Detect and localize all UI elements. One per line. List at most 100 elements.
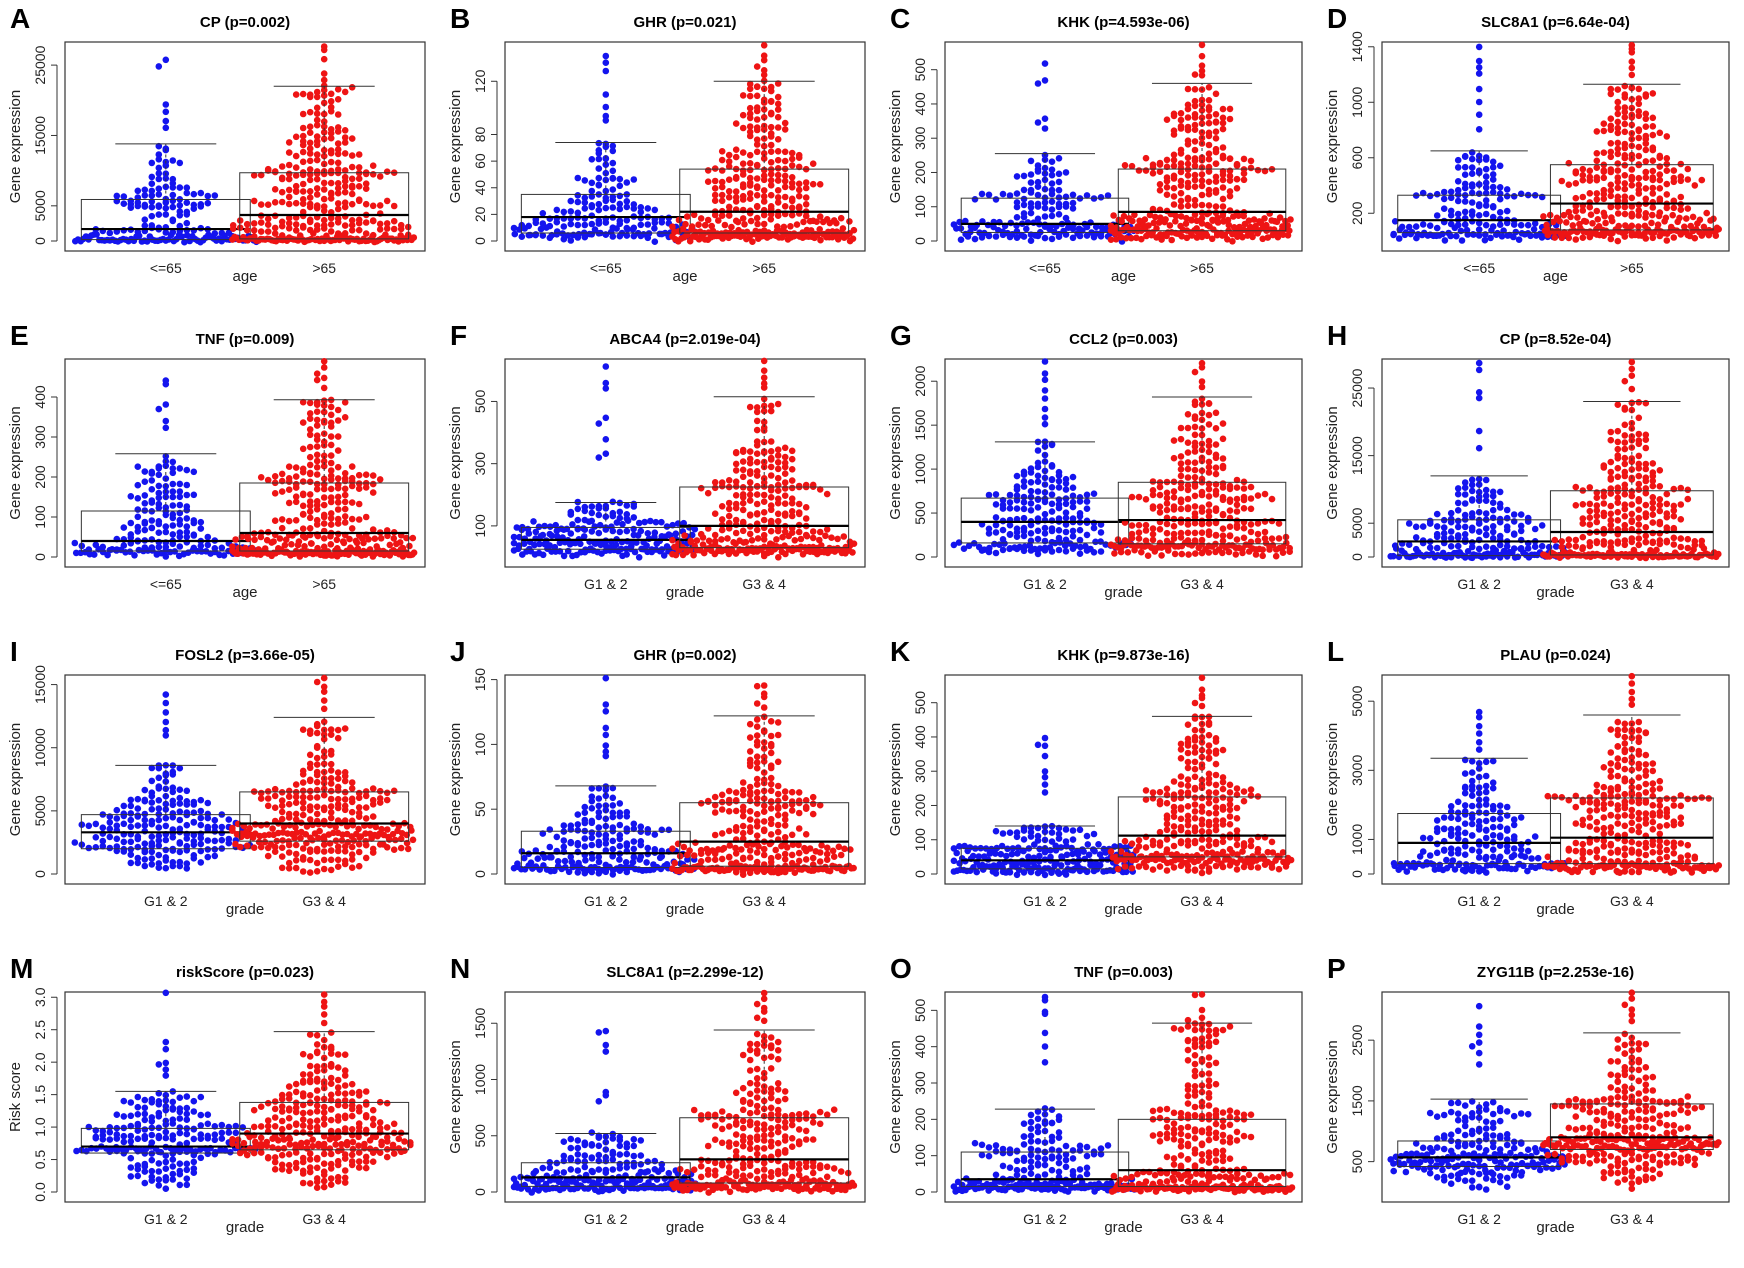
data-point bbox=[1683, 215, 1690, 222]
data-point bbox=[1670, 534, 1678, 542]
data-point bbox=[155, 529, 163, 536]
data-point bbox=[1663, 237, 1671, 244]
data-point bbox=[155, 774, 163, 782]
data-point bbox=[781, 172, 789, 180]
data-point bbox=[753, 491, 761, 498]
data-point bbox=[169, 522, 177, 529]
data-point bbox=[327, 476, 335, 484]
data-point bbox=[1642, 158, 1650, 165]
data-point bbox=[362, 230, 370, 237]
y-tick-label: 500 bbox=[912, 501, 928, 525]
data-point bbox=[1048, 476, 1056, 483]
data-point bbox=[334, 140, 342, 147]
data-point bbox=[1656, 467, 1664, 474]
data-point bbox=[1027, 189, 1035, 196]
data-point bbox=[1586, 484, 1594, 491]
data-point bbox=[146, 233, 154, 240]
data-point bbox=[264, 852, 272, 860]
data-point bbox=[1055, 155, 1063, 162]
data-point bbox=[1247, 521, 1255, 528]
data-point bbox=[602, 436, 610, 443]
data-point bbox=[341, 519, 349, 526]
series-1 bbox=[950, 358, 1135, 558]
data-point bbox=[1034, 463, 1042, 471]
data-point bbox=[1475, 226, 1483, 233]
data-point bbox=[588, 819, 596, 827]
data-point bbox=[334, 775, 342, 782]
data-point bbox=[971, 224, 979, 232]
data-point bbox=[732, 540, 739, 548]
data-point bbox=[637, 221, 645, 229]
data-point bbox=[183, 481, 191, 489]
data-point bbox=[1642, 532, 1650, 540]
data-point bbox=[725, 188, 733, 195]
data-point bbox=[313, 754, 321, 762]
data-point bbox=[271, 199, 279, 206]
data-point bbox=[602, 752, 610, 760]
data-point bbox=[243, 226, 251, 234]
data-point bbox=[1184, 202, 1192, 210]
data-point bbox=[1656, 483, 1664, 490]
data-point bbox=[306, 478, 314, 486]
data-point bbox=[774, 474, 782, 482]
data-point bbox=[1006, 192, 1014, 199]
data-point bbox=[1205, 493, 1213, 500]
data-point bbox=[560, 208, 568, 216]
data-point bbox=[1395, 553, 1403, 561]
data-point bbox=[327, 411, 335, 419]
data-point bbox=[141, 186, 149, 194]
data-point bbox=[1635, 85, 1643, 93]
data-point bbox=[1475, 232, 1483, 239]
data-point bbox=[1642, 538, 1650, 546]
data-point bbox=[1252, 551, 1260, 558]
data-point bbox=[619, 520, 626, 528]
data-point bbox=[774, 113, 782, 121]
data-point bbox=[1247, 495, 1255, 502]
data-point bbox=[348, 221, 356, 229]
data-point bbox=[1273, 218, 1281, 226]
data-point bbox=[781, 512, 789, 519]
data-point bbox=[950, 541, 958, 549]
data-point bbox=[1149, 530, 1157, 538]
data-point bbox=[183, 199, 191, 206]
data-point bbox=[1184, 166, 1192, 173]
data-point bbox=[1062, 486, 1070, 493]
data-point bbox=[190, 491, 198, 499]
data-point bbox=[1387, 553, 1394, 560]
data-point bbox=[732, 483, 740, 490]
data-point bbox=[623, 217, 631, 224]
y-axis-label: Gene expression bbox=[1324, 406, 1341, 519]
data-point bbox=[1482, 553, 1490, 560]
data-point bbox=[1184, 154, 1192, 162]
data-point bbox=[162, 56, 170, 64]
data-point bbox=[134, 843, 142, 851]
y-tick-label: 0 bbox=[472, 237, 488, 245]
data-point bbox=[781, 485, 789, 492]
y-tick-label: 0 bbox=[912, 553, 928, 561]
data-point bbox=[313, 175, 321, 183]
data-point bbox=[613, 225, 620, 232]
data-point bbox=[236, 843, 244, 851]
data-point bbox=[362, 804, 370, 811]
data-point bbox=[1055, 203, 1063, 211]
data-point bbox=[1579, 533, 1587, 541]
data-point bbox=[278, 222, 286, 230]
data-point bbox=[155, 797, 163, 804]
data-point bbox=[1184, 172, 1192, 179]
y-tick-label: 300 bbox=[912, 126, 928, 150]
data-point bbox=[1663, 160, 1671, 168]
data-point bbox=[1475, 111, 1483, 118]
data-point bbox=[773, 536, 780, 543]
data-point bbox=[616, 220, 624, 228]
data-point bbox=[1247, 483, 1255, 491]
data-point bbox=[754, 220, 761, 228]
data-point bbox=[1062, 500, 1070, 508]
data-point bbox=[1454, 534, 1462, 541]
data-point bbox=[609, 204, 617, 211]
data-point bbox=[264, 167, 272, 174]
data-point bbox=[409, 534, 417, 542]
data-point bbox=[1684, 495, 1692, 503]
data-point bbox=[1083, 505, 1091, 512]
data-point bbox=[525, 530, 533, 537]
data-point bbox=[320, 92, 328, 99]
